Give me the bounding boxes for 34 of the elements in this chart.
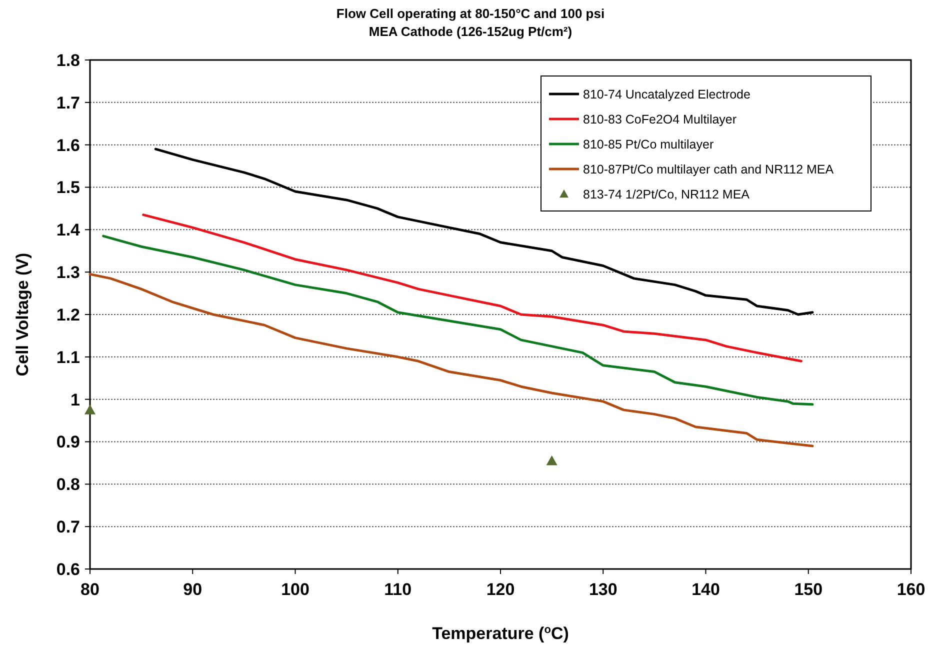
y-tick-label: 0.6 [56,560,80,579]
legend-label: 810-83 CoFe2O4 Multilayer [583,112,737,126]
y-tick-label: 1.8 [56,50,80,70]
y-tick-label: 0.8 [56,475,80,494]
legend-label: 810-87Pt/Co multilayer cath and NR112 MEA [583,162,834,176]
y-tick-label: 1.2 [56,305,80,324]
y-tick-label: 1 [70,390,80,410]
x-tick-label: 100 [281,580,310,599]
legend-label: 810-85 Pt/Co multilayer [583,137,714,152]
y-tick-label: 0.7 [56,518,80,537]
x-tick-label: 110 [384,580,412,599]
x-axis-title: Temperature ($^{o}$C) [432,624,569,643]
y-tick-label: 1.5 [56,178,80,198]
line-series [88,272,814,448]
x-tick-label: 90 [183,580,202,599]
x-tick-label: 80 [80,580,100,599]
line-series [142,214,802,362]
y-tick-label: 1.1 [56,348,80,367]
y-tick-label: 0.9 [56,432,80,452]
legend-label: 810-74 Uncatalyzed Electrode [583,87,751,102]
y-tick-label: 1.4 [56,220,81,240]
y-tick-label: 1.3 [56,263,80,282]
chart-title: Flow Cell operating at 80-150°C and 100 psi [336,6,605,21]
legend-label: 813-74 1/2Pt/Co, NR112 MEA [583,187,750,202]
x-tick-label: 160 [896,580,926,599]
x-tick-label: 120 [486,580,515,599]
x-tick-label: 140 [692,580,720,599]
chart-subtitle: MEA Cathode (126-152ug Pt/cm²) [368,24,572,39]
y-tick-label: 1.6 [56,136,80,155]
x-tick-label: 150 [794,580,823,599]
y-tick-label: 1.7 [56,93,80,112]
x-tick-label: 130 [588,580,618,599]
line-series [102,234,814,406]
y-axis-title: Cell Voltage (V) [13,252,32,376]
